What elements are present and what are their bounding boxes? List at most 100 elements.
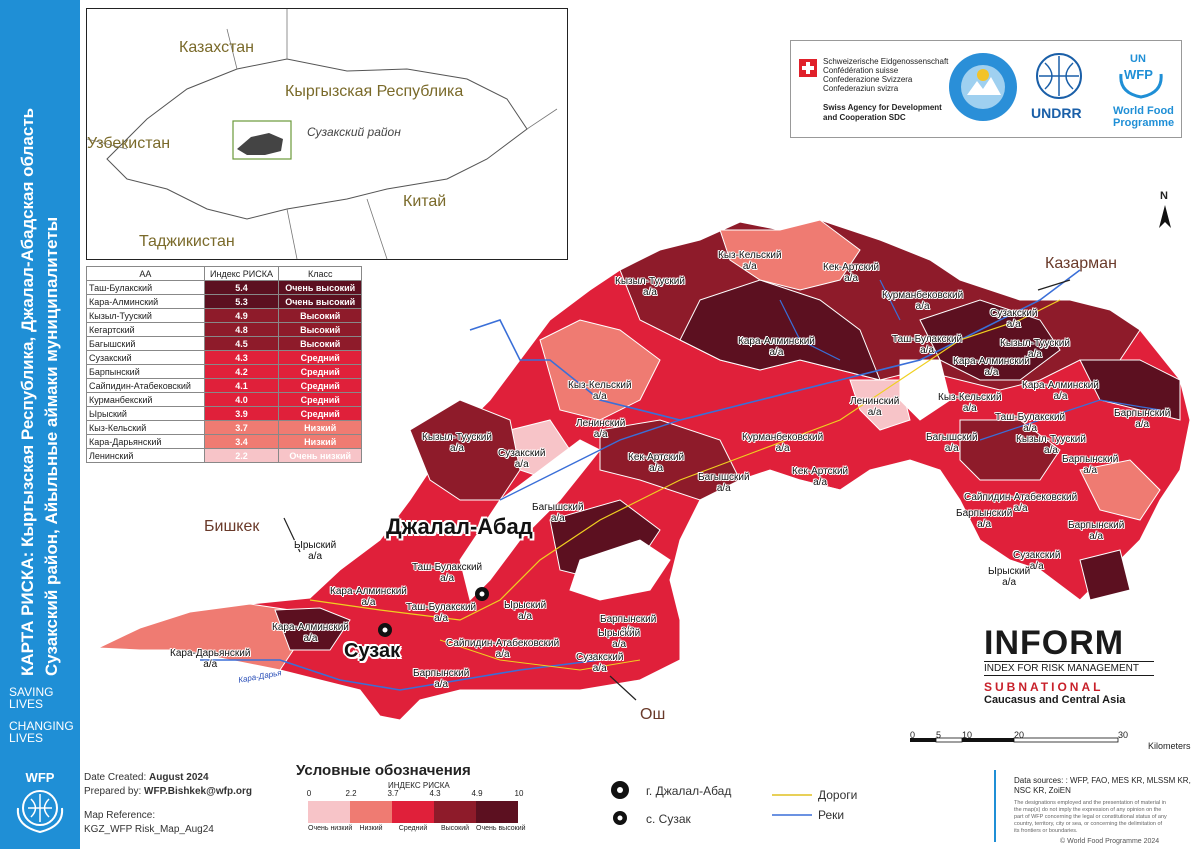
legend-swatch: [476, 801, 518, 823]
legend-title: Условные обозначения: [296, 762, 471, 779]
enclave-ne: [899, 359, 951, 421]
legend-city: г. Джалал-Абад: [646, 784, 732, 798]
north-label: N: [1160, 190, 1168, 202]
zone-dark-west-1: [409, 399, 521, 501]
risk-row-name: Кыз-Кельский: [86, 420, 205, 435]
region-label: Ырыский а/а: [294, 540, 337, 562]
inset-map: Казахстан Кыргызская Республика Узбекист…: [86, 8, 568, 260]
region-label: Ырыский а/а: [598, 628, 641, 650]
region-label: Кызыл-Тууский а/а: [1016, 434, 1086, 456]
arrow-osh: [609, 675, 637, 701]
undrr-label: UNDRR: [1031, 105, 1082, 121]
risk-row-class: Средний: [278, 364, 362, 379]
risk-row-index: 4.0: [203, 392, 280, 407]
risk-table-row: Кызыл-Тууский 4.9 Высокий: [86, 308, 362, 323]
risk-row-name: Ырыский: [86, 406, 205, 421]
risk-table-row: Ленинский 2.2 Очень низкий: [86, 448, 362, 463]
river-2: [200, 659, 601, 691]
region-label: Таш-Булакский а/а: [406, 602, 477, 624]
legend-swatch: [308, 801, 350, 823]
town-label-jalal-abad: Джалал-Абад: [386, 514, 533, 539]
partner-logos: Schweizerische Eidgenossenschaft Confédé…: [790, 40, 1182, 138]
risk-table-header-aa: АА: [86, 266, 205, 281]
risk-table-row: Барпынский 4.2 Средний: [86, 364, 362, 379]
risk-row-index: 4.5: [203, 336, 280, 351]
legend-class-label: Высокий: [440, 825, 470, 832]
risk-row-class: Средний: [278, 392, 362, 407]
risk-row-index: 4.3: [203, 350, 280, 365]
risk-row-name: Сайпидин-Атабековский: [86, 378, 205, 393]
risk-row-name: Багышский: [86, 336, 205, 351]
tagline-saving: SAVING: [9, 685, 54, 699]
suzak-frame: [232, 120, 292, 160]
zone-kara-alma-sw: [274, 607, 351, 651]
risk-table-row: Багышский 4.5 Высокий: [86, 336, 362, 351]
region-label: Кек-Артский а/а: [628, 452, 685, 474]
scale-bar: [910, 737, 1119, 743]
map-title-line-1: КАРТА РИСКА: Кыргызская Республика, Джал…: [18, 107, 37, 676]
risk-table-row: Кыз-Кельский 3.7 Низкий: [86, 420, 362, 435]
inset-borders: [87, 9, 558, 259]
map-title: КАРТА РИСКА: Кыргызская Республика, Джал…: [12, 0, 80, 680]
risk-row-class: Низкий: [278, 434, 362, 449]
legend-subtitle: ИНДЕКС РИСКА: [388, 781, 450, 790]
zone-dark-east-2: [1079, 549, 1131, 601]
region-label: Кызыл-Тууский а/а: [422, 432, 492, 454]
north-arrow-icon: [1159, 205, 1171, 228]
wfp-short-label: WFP: [1124, 67, 1153, 82]
region-label: Кек-Артский а/а: [823, 262, 880, 284]
scale-tick: 30: [1118, 730, 1129, 740]
footer-divider: [994, 770, 996, 842]
disclaimer-5: its frontiers or boundaries.: [1014, 828, 1078, 834]
legend-roads: Дороги: [818, 788, 858, 802]
road-1: [309, 299, 1061, 621]
ref-value: KGZ_WFP Risk_Map_Aug24: [84, 824, 214, 835]
zone-kyz-kel-2: [539, 319, 661, 421]
scale-tick: 0: [910, 730, 916, 740]
legend-tick: 10: [514, 789, 524, 798]
risk-row-class: Средний: [278, 350, 362, 365]
label-osh: Ош: [640, 706, 666, 723]
disclaimer-3: part of WFP concerning the legal or cons…: [1014, 814, 1167, 820]
region-label: Кыз-Кельский а/а: [718, 250, 782, 272]
risk-row-index: 4.9: [203, 308, 280, 323]
region-label: Кыз-Кельский а/а: [568, 380, 632, 402]
risk-table-row: Кегартский 4.8 Высокий: [86, 322, 362, 337]
region-label: Кара-Алминский а/а: [738, 336, 815, 358]
risk-table-header-class: Класс: [278, 266, 362, 281]
region-label: Ырыский а/а: [504, 600, 547, 622]
footer: [80, 760, 1200, 849]
region-label: Кызыл-Тууский а/а: [615, 276, 685, 298]
region-label: Таш-Булакский а/а: [412, 562, 483, 584]
risk-row-name: Курманбекский: [86, 392, 205, 407]
risk-row-name: Кызыл-Тууский: [86, 308, 205, 323]
sdc-line-1: Schweizerische Eidgenossenschaft: [823, 57, 949, 66]
risk-table-row: Курманбекский 4.0 Средний: [86, 392, 362, 407]
sources-1: Data sources: : WFP, FAO, MES KR, MLSSM …: [1014, 776, 1191, 785]
region-label: Багышский а/а: [532, 502, 584, 524]
suzak-shape: [237, 133, 283, 155]
risk-table-row: Сайпидин-Атабековский 4.1 Средний: [86, 378, 362, 393]
risk-row-class: Низкий: [278, 420, 362, 435]
tagline-changing: CHANGING: [9, 719, 74, 733]
risk-row-index: 2.2: [203, 448, 280, 463]
risk-row-name: Кегартский: [86, 322, 205, 337]
region-label: Курманбековский а/а: [882, 290, 964, 312]
inform-subtitle: INDEX FOR RISK MANAGEMENT: [984, 661, 1154, 676]
wfp-logo-icon: WFP: [8, 770, 72, 840]
river-3: [499, 419, 681, 501]
region-label: Кара-Алминский а/а: [1022, 380, 1099, 402]
disclaimer-1: The designations employed and the presen…: [1014, 800, 1166, 806]
legend-class-label: Очень высокий: [476, 825, 526, 832]
risk-table-header: АА Индекс РИСКА Класс: [86, 266, 362, 281]
label-bishkek: Бишкек: [204, 518, 260, 535]
region-label: Барпынский а/а: [1062, 454, 1119, 476]
legend-tick: 4.3: [429, 789, 441, 798]
risk-table-row: Ырыский 3.9 Средний: [86, 406, 362, 421]
date-value: August 2024: [149, 772, 209, 783]
zone-lenin-1: [849, 379, 911, 431]
zone-very-dark-2: [919, 299, 1061, 381]
scale-tick: 20: [1014, 730, 1025, 740]
risk-row-class: Средний: [278, 406, 362, 421]
wfp-name-1: World Food: [1113, 105, 1174, 117]
